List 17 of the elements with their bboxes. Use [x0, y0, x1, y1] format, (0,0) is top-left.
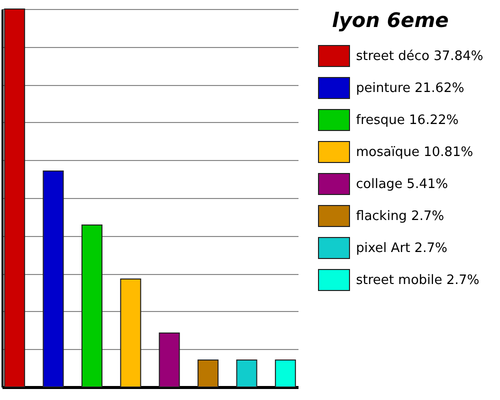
- text: fresque 16.22%: [356, 112, 459, 128]
- bar: [158, 332, 180, 388]
- text: peinture 21.62%: [356, 80, 464, 96]
- text: lyon 6eme: [332, 8, 450, 32]
- bar: [236, 360, 258, 388]
- text: flacking 2.7%: [356, 208, 444, 224]
- text: collage 5.41%: [356, 176, 448, 192]
- text: street mobile 2.7%: [356, 272, 480, 288]
- bar: [120, 278, 142, 388]
- text: pixel Art 2.7%: [356, 240, 448, 256]
- bar: [274, 360, 296, 388]
- bar: [42, 170, 64, 388]
- bar: [4, 8, 26, 388]
- text: street déco 37.84%: [356, 48, 484, 64]
- bar: [81, 224, 102, 388]
- text: mosaïque 10.81%: [356, 144, 474, 160]
- bar: [198, 360, 219, 388]
